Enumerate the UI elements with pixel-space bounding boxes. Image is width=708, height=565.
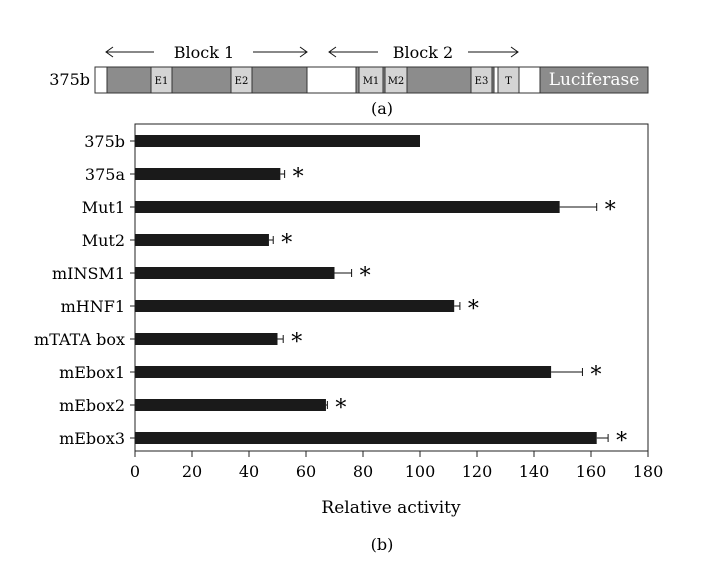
category-label: 375b (84, 132, 125, 151)
bar (135, 201, 560, 213)
category-label: mHNF1 (61, 297, 125, 316)
x-tick-label: 20 (182, 462, 202, 481)
bar (135, 300, 455, 312)
x-tick-label: 60 (296, 462, 316, 481)
panel-a-caption: (a) (371, 99, 393, 118)
category-label: mTATA box (34, 330, 125, 349)
x-tick-label: 100 (405, 462, 436, 481)
relative-activity-chart: 375b 375a Mut1 Mut2 mINSM1 mHNF1 mTATA box mEbo… (34, 123, 663, 554)
bar (135, 168, 281, 180)
element-m2-box (384, 66, 408, 94)
x-axis-label: Relative activity (321, 498, 461, 518)
bar (135, 399, 326, 411)
bar (135, 366, 552, 378)
element-tata-box (497, 66, 520, 94)
category-label: mEbox3 (59, 429, 125, 448)
element-e1-box (150, 66, 173, 94)
x-axis: 0 20 40 60 80 100 120 140 160 180 (130, 451, 663, 481)
bar (135, 135, 420, 147)
category-label: mINSM1 (52, 264, 125, 283)
block2-arrow (328, 46, 519, 58)
element-tata-label: T (505, 76, 512, 87)
luciferase-label: Luciferase (549, 70, 640, 90)
category-label: mEbox2 (59, 396, 125, 415)
block1-segment (106, 66, 308, 94)
significance-asterisk: * (281, 231, 292, 256)
significance-asterisk: * (590, 363, 601, 388)
element-e2-box (230, 66, 253, 94)
x-tick-label: 40 (239, 462, 259, 481)
significance-asterisk: * (360, 264, 371, 289)
element-e3-label: E3 (475, 76, 489, 87)
bars (135, 135, 597, 444)
panel-b-caption: (b) (371, 535, 394, 554)
significance-asterisk: * (468, 297, 479, 322)
bar (135, 267, 335, 279)
element-e2-label: E2 (235, 76, 249, 87)
plot-frame (130, 123, 649, 452)
element-m2-label: M2 (388, 76, 405, 87)
category-label: Mut2 (82, 231, 125, 250)
significance-asterisk: * (605, 198, 616, 223)
bar (135, 333, 278, 345)
x-tick-label: 80 (353, 462, 373, 481)
block1-label: Block 1 (174, 43, 234, 62)
bar (135, 234, 269, 246)
category-label: 375a (85, 165, 126, 184)
construct-diagram: 375b E1 E2 M1 M2 E3 T Luciferase Block 1 (49, 43, 649, 118)
element-e1-label: E1 (155, 76, 169, 87)
significance-asterisk: * (616, 429, 627, 454)
significance-markers: * * * * * * * * * (281, 165, 627, 454)
significance-asterisk: * (291, 330, 302, 355)
element-m1-label: M1 (363, 76, 380, 87)
construct-label: 375b (49, 70, 90, 89)
plot-border (134, 123, 649, 452)
luciferase-box (539, 66, 649, 94)
x-tick-label: 180 (633, 462, 664, 481)
error-bars (268, 170, 609, 442)
block2-label: Block 2 (393, 43, 453, 62)
x-tick-label: 160 (576, 462, 607, 481)
category-label: mEbox1 (59, 363, 125, 382)
x-tick-label: 140 (519, 462, 550, 481)
significance-asterisk: * (293, 165, 304, 190)
element-e3-box (470, 66, 493, 94)
bar (135, 432, 597, 444)
significance-asterisk: * (335, 396, 346, 421)
element-m1-box (358, 66, 384, 94)
block1-arrow (105, 46, 308, 58)
x-tick-label: 0 (130, 462, 140, 481)
category-labels: 375b 375a Mut1 Mut2 mINSM1 mHNF1 mTATA box mEbo… (34, 132, 125, 448)
category-label: Mut1 (82, 198, 125, 217)
x-tick-label: 120 (462, 462, 493, 481)
